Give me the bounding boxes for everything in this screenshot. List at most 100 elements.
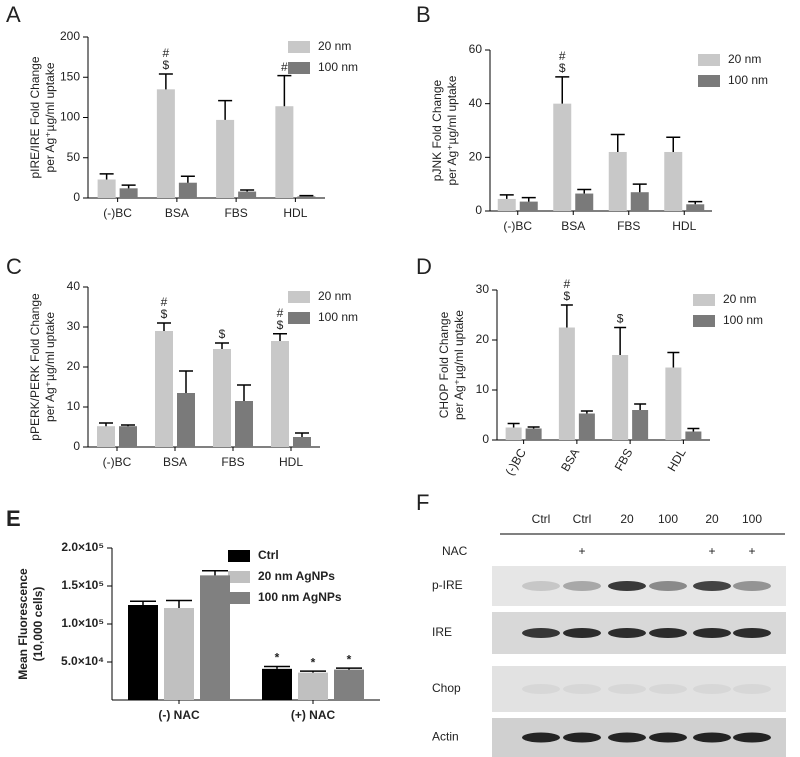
x-tick-label: (-)BC [103, 455, 132, 469]
legend-swatch [288, 62, 310, 74]
error-bar [240, 189, 255, 192]
error-bar [632, 183, 647, 193]
y-tick-label: 30 [67, 319, 81, 333]
treatment-mark: + [748, 544, 755, 558]
error-bar [667, 351, 680, 368]
error-bar [687, 427, 700, 432]
bar [578, 413, 595, 440]
chart: A 0 50 100 150 200 pIRE/IRE Fold Change per Ag⁺… [6, 2, 358, 220]
blot-band [693, 628, 731, 638]
bar [119, 188, 138, 198]
chart: C 0 10 20 30 40 pPERK/PERK Fold Change per Ag⁺µ… [6, 254, 358, 469]
legend-label: 100 nm [318, 310, 358, 324]
y-tick-label: 5.0×10⁴ [61, 654, 104, 668]
chart: E 5.0×10⁴ 1.0×10⁵ 1.5×10⁵ 2.0×10⁵ Mean Fluore… [6, 506, 380, 722]
y-tick-label: 100 [60, 110, 80, 124]
legend-swatch [228, 571, 250, 583]
error-bar [300, 670, 326, 673]
error-bar [179, 370, 193, 393]
bar [262, 668, 292, 700]
legend-label: Ctrl [258, 548, 279, 562]
error-bar [527, 426, 540, 429]
panel-label: D [416, 254, 432, 279]
significance-mark: $ [559, 61, 566, 75]
error-bar [560, 304, 573, 328]
legend-swatch [698, 75, 720, 87]
row-label: p-IRE [432, 578, 463, 592]
y-tick-label: 0 [482, 432, 489, 446]
blot-band [608, 581, 646, 591]
legend-label: 100 nm [728, 73, 768, 87]
error-bar [521, 196, 536, 202]
error-bar [215, 342, 229, 349]
y-tick-label: 0 [475, 203, 482, 217]
error-bar [277, 74, 292, 107]
bar [213, 349, 231, 447]
bar [297, 196, 316, 198]
y-tick-label: 2.0×10⁵ [61, 540, 104, 554]
legend-swatch [288, 41, 310, 53]
legend-label: 20 nm AgNPs [258, 569, 335, 583]
y-tick-label: 40 [67, 279, 81, 293]
blot-band [733, 732, 771, 743]
lane-label: 100 [658, 512, 678, 526]
row-label: Actin [432, 730, 459, 744]
bar [238, 191, 257, 198]
bar [665, 367, 682, 440]
y-axis-label: per Ag⁺µg/ml uptake [43, 62, 57, 172]
blot-band [733, 628, 771, 638]
error-bar [202, 570, 228, 576]
blot-band [649, 732, 687, 743]
chart: D 0 10 20 30 CHOP Fold Change per Ag⁺µg/ml upt… [416, 254, 763, 478]
error-bar [237, 384, 251, 401]
blot-band [733, 581, 771, 591]
legend-label: 20 nm [318, 39, 351, 53]
blot-strip [492, 666, 786, 712]
blot-band [649, 581, 687, 591]
bar [97, 426, 115, 447]
blot-band [522, 581, 560, 591]
western-blot: F Ctrl Ctrl 20 100 20 100 NAC + + + p-IRE IRE Chop Act… [416, 490, 786, 757]
y-tick-label: 30 [476, 282, 490, 296]
row-label: Chop [432, 681, 461, 695]
x-tick-label: BSA [558, 446, 582, 474]
blot-band [733, 684, 771, 694]
error-bar [610, 133, 625, 152]
legend-swatch [288, 312, 310, 324]
error-bar [666, 136, 681, 152]
bar [156, 89, 175, 198]
bar [608, 151, 627, 211]
blot-band [563, 732, 601, 743]
significance-mark: # [277, 306, 284, 320]
y-tick-label: 10 [476, 382, 490, 396]
error-bar [580, 410, 593, 414]
x-tick-label: FBS [617, 219, 640, 233]
significance-mark: $ [163, 58, 170, 72]
error-bar [577, 188, 592, 194]
panel-label: E [6, 506, 21, 531]
legend-label: 20 nm [723, 292, 756, 306]
bar [97, 179, 116, 198]
x-tick-label: (-)BC [503, 219, 532, 233]
blot-band [522, 732, 560, 743]
error-bar [99, 173, 114, 180]
blot-band [608, 684, 646, 694]
bar [271, 341, 289, 447]
x-tick-label: (-) NAC [158, 708, 200, 722]
y-tick-label: 0 [73, 190, 80, 204]
blot-band [563, 628, 601, 638]
x-tick-label: HDL [283, 206, 307, 220]
error-bar [555, 76, 570, 104]
bar [334, 669, 364, 700]
error-bar [614, 326, 627, 355]
bar [497, 198, 516, 211]
bar [686, 204, 705, 211]
x-tick-label: BSA [165, 206, 189, 220]
x-tick-label: (-)BC [103, 206, 132, 220]
bar [558, 327, 575, 440]
legend-swatch [698, 54, 720, 66]
error-bar [273, 333, 287, 341]
bar [298, 672, 328, 700]
lane-label: Ctrl [573, 512, 592, 526]
